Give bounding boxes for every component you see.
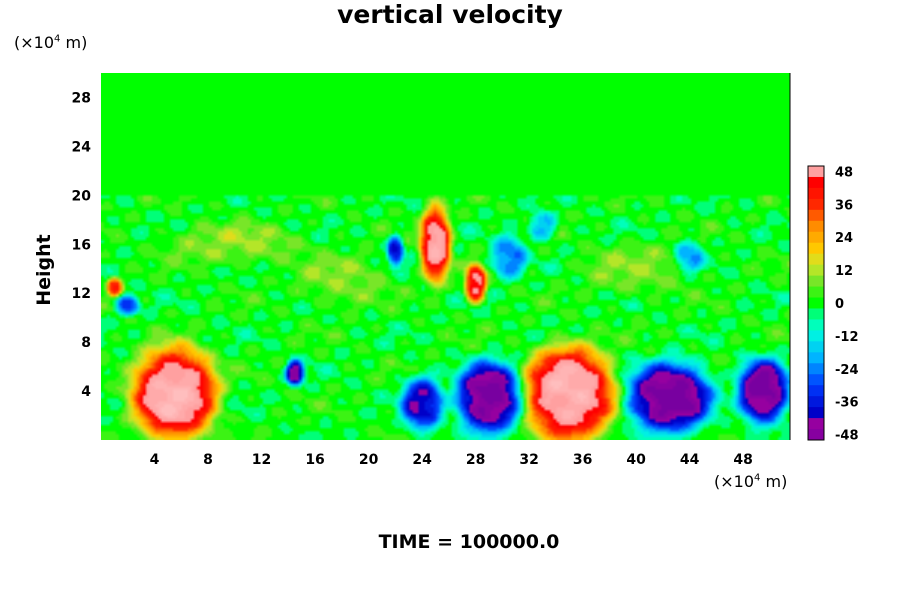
- colorbar-band: [808, 319, 824, 331]
- x-tick-labels: 4 8 12 16 20 24 28 32 36 40 44 48: [150, 452, 753, 468]
- x-axis-unit: (×104 m): [714, 472, 788, 491]
- colorbar-band: [808, 308, 824, 320]
- colorbar-tick-label: 48: [835, 165, 853, 180]
- y-tick-label: 28: [72, 90, 91, 106]
- colorbar-band: [808, 418, 824, 430]
- colorbar-band: [808, 220, 824, 233]
- colorbar-band: [808, 176, 824, 189]
- colorbar-band: [808, 297, 824, 309]
- colorbar-band: [808, 166, 824, 178]
- colorbar-frame: [807, 165, 825, 441]
- colorbar-band: [808, 385, 824, 397]
- colorbar-tick-label: -36: [835, 396, 859, 411]
- colorbar-tick-label: 24: [835, 231, 853, 246]
- colorbar-band: [808, 429, 824, 441]
- plot-area: [101, 73, 791, 440]
- colorbar-band: [808, 231, 824, 244]
- chart-title: vertical velocity: [337, 0, 563, 29]
- colorbar-band: [808, 396, 824, 408]
- y-axis-unit: (×104 m): [14, 33, 88, 52]
- x-tick-label: 24: [412, 452, 432, 468]
- colorbar-band: [808, 253, 824, 266]
- x-tick-label: 40: [626, 452, 646, 468]
- colorbar-band: [808, 242, 824, 255]
- y-tick-label: 12: [72, 286, 91, 302]
- x-tick-label: 28: [466, 452, 485, 468]
- colorbar-tick-label: -48: [835, 429, 859, 444]
- colorbar-tick-label: -12: [835, 330, 859, 345]
- colorbar-band: [808, 209, 824, 222]
- colorbar-band: [808, 330, 824, 342]
- y-tick-label: 16: [72, 237, 91, 253]
- x-tick-label: 44: [680, 452, 700, 468]
- time-label: TIME = 100000.0: [378, 531, 560, 553]
- y-tick-labels: 4 8 12 16 20 24 28: [72, 90, 92, 400]
- velocity-field: [101, 73, 790, 440]
- y-tick-label: 4: [81, 384, 91, 400]
- colorbar-band: [808, 341, 824, 353]
- y-tick-label: 20: [72, 188, 92, 204]
- x-tick-label: 12: [252, 452, 271, 468]
- colorbar-band: [808, 407, 824, 419]
- x-tick-label: 4: [150, 452, 160, 468]
- colorbar-tick-label: 12: [835, 264, 853, 279]
- x-tick-label: 20: [359, 452, 379, 468]
- colorbar-band: [808, 198, 824, 211]
- colorbar-tick-label: -24: [835, 363, 859, 378]
- x-tick-label: 8: [203, 452, 213, 468]
- colorbar-band: [808, 264, 824, 277]
- colorbar-band: [808, 275, 824, 288]
- y-tick-label: 8: [81, 335, 91, 351]
- colorbar-band: [808, 363, 824, 375]
- colorbar-band: [808, 352, 824, 364]
- colorbar-tick-label: 36: [835, 198, 853, 213]
- colorbar-band: [808, 286, 824, 299]
- x-tick-label: 48: [733, 452, 752, 468]
- x-tick-label: 36: [573, 452, 592, 468]
- x-tick-label: 32: [519, 452, 538, 468]
- y-tick-label: 24: [72, 139, 92, 155]
- colorbar: 48 36 24 12 0 -12 -24 -36 -48: [807, 165, 859, 444]
- colorbar-tick-label: 0: [835, 297, 844, 312]
- x-tick-label: 16: [305, 452, 324, 468]
- colorbar-band: [808, 187, 824, 200]
- colorbar-band: [808, 374, 824, 386]
